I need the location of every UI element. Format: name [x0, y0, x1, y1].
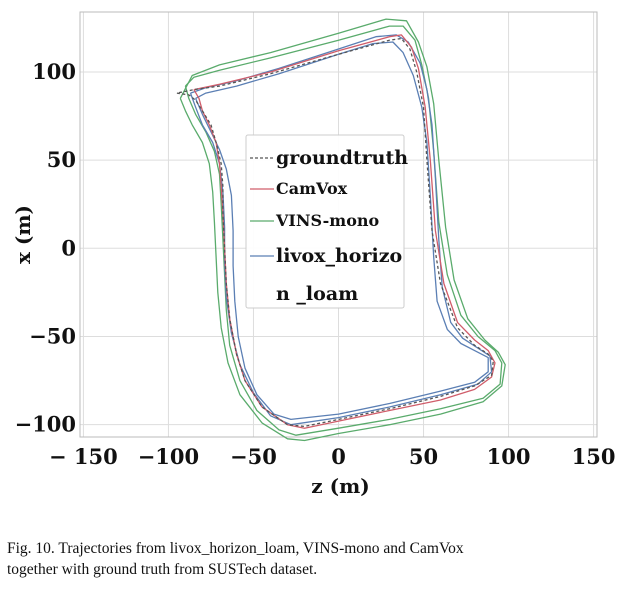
x-tick-label-3: 0: [331, 444, 346, 469]
caption-line-1: Fig. 10. Trajectories from livox_horizon…: [7, 540, 464, 557]
figure-caption: Fig. 10. Trajectories from livox_horizon…: [7, 538, 627, 580]
y-tick-label-4: 100: [32, 59, 76, 84]
x-tick-label-5: 100: [487, 444, 531, 469]
y-tick-label-3: 50: [47, 147, 76, 172]
y-tick-labels: −100 −50 0 50 100: [15, 59, 76, 437]
x-tick-labels: − 150 −100 −50 0 50 100 150: [49, 444, 615, 469]
x-tick-label-0: − 150: [49, 444, 118, 469]
legend-label-livox-continued: n _loam: [276, 283, 358, 305]
y-tick-label-0: −100: [15, 412, 76, 437]
trajectory-chart: − 150 −100 −50 0 50 100 150 −100 −50 0 50 100 z (m…: [11, 11, 616, 498]
series-layer: [176, 18, 506, 442]
series-line-5: [189, 34, 493, 426]
legend-label-camvox: CamVox: [276, 179, 348, 198]
y-tick-label-1: −50: [29, 323, 76, 348]
y-axis-label: x (m): [11, 205, 35, 264]
legend-box: [245, 134, 405, 309]
x-tick-label-1: −100: [138, 444, 199, 469]
grid: [80, 12, 597, 437]
legend-label-livox: livox_horizo: [276, 245, 402, 267]
series-line-1: [193, 34, 496, 429]
series-line-4: [195, 41, 489, 421]
series-line-2: [184, 25, 503, 436]
plot-frame: [79, 11, 598, 438]
x-tick-label-6: 150: [572, 444, 616, 469]
series-line-3: [179, 18, 506, 442]
legend: groundtruth CamVox VINS-mono livox_horiz…: [245, 134, 408, 309]
x-tick-label-4: 50: [409, 444, 438, 469]
legend-label-vins-mono: VINS-mono: [275, 211, 380, 230]
x-axis-label: z (m): [311, 474, 369, 498]
series-line-0: [176, 37, 494, 428]
caption-line-2: together with ground truth from SUSTech …: [7, 561, 318, 578]
x-tick-label-2: −50: [230, 444, 277, 469]
legend-label-groundtruth: groundtruth: [276, 147, 408, 169]
y-tick-label-2: 0: [61, 235, 76, 260]
